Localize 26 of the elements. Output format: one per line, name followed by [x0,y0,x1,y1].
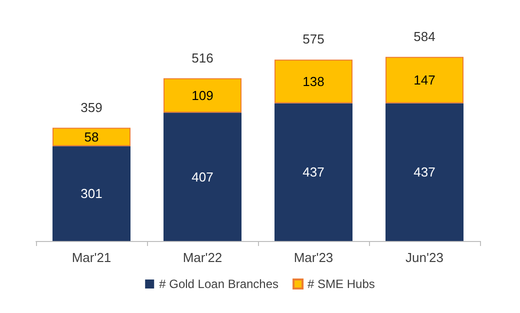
data-label: 147 [414,72,436,88]
total-label: 359 [80,100,102,115]
bar [52,146,130,241]
data-label: 437 [302,164,324,180]
total-label: 516 [192,50,214,66]
data-label: 138 [302,74,324,89]
bar [164,112,242,241]
data-label: 301 [80,186,102,202]
x-tick-label: Jun'23 [406,250,444,265]
bar [274,60,352,104]
data-label: 58 [84,129,99,144]
bar [52,128,130,146]
legend-label: # Gold Loan Branches [159,277,279,291]
data-label: 407 [192,169,214,184]
x-tick-label: Mar'22 [182,250,222,265]
bar [164,78,242,113]
total-label: 584 [414,28,436,44]
bar [274,103,352,241]
total-label: 575 [302,32,324,47]
bar [386,103,464,241]
legend-label: # SME Hubs [308,277,375,291]
data-label: 437 [414,164,436,180]
data-label: 109 [192,88,214,103]
x-tick-label: Mar'21 [72,250,112,265]
bar [386,56,464,104]
x-tick-label: Mar'23 [294,250,334,265]
